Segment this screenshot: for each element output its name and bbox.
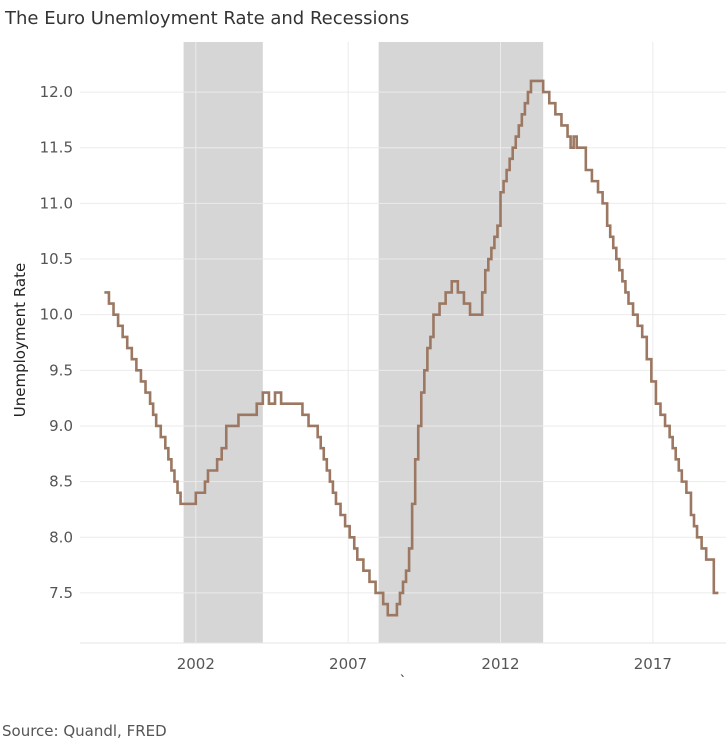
- y-tick-label: 8.5: [49, 473, 73, 491]
- series-lines: [104, 79, 719, 617]
- y-tick-label: 9.0: [49, 417, 73, 435]
- x-tick-label: 2007: [329, 655, 367, 673]
- y-tick-label: 8.0: [49, 528, 73, 546]
- recession-bands: [183, 42, 544, 643]
- y-tick-label: 10.0: [40, 306, 73, 324]
- y-tick-label: 11.0: [40, 194, 73, 212]
- x-tick-label: 2012: [481, 655, 519, 673]
- y-axis-label: Unemployment Rate: [11, 263, 29, 417]
- chart: 7.5 8.0 8.5 9.0 9.5 10.0 10.5 11.0 11.5 12.0 2002…: [11, 42, 726, 673]
- y-tick-label: 11.5: [40, 139, 73, 157]
- series-line-unemployment: [104, 79, 719, 617]
- y-tick-label: 12.0: [40, 83, 73, 101]
- chart-title: The Euro Unemloyment Rate and Recessions: [5, 8, 410, 29]
- y-tick-label: 9.5: [49, 361, 73, 379]
- y-tick-label: 10.5: [40, 250, 73, 268]
- x-tick-labels: 2002 2007 2012 2017: [177, 655, 672, 673]
- source-note: Source: Quandl, FRED: [2, 722, 167, 740]
- y-tick-labels: 7.5 8.0 8.5 9.0 9.5 10.0 10.5 11.0 11.5 12.0: [40, 83, 73, 602]
- x-axis-label: `: [399, 674, 407, 690]
- x-tick-label: 2017: [634, 655, 672, 673]
- recession-band-1: [183, 42, 263, 643]
- grid-lines: [80, 42, 726, 643]
- y-tick-label: 7.5: [49, 584, 73, 602]
- x-tick-label: 2002: [177, 655, 215, 673]
